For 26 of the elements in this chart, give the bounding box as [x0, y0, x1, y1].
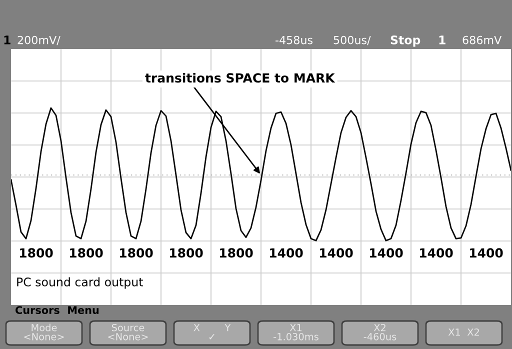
text: 500us/ — [334, 36, 371, 46]
text: 1400 — [370, 248, 403, 258]
text: transitions SPACE to MARK — [145, 72, 336, 83]
text: X1 -1.030ms — [274, 324, 318, 340]
text: 1 — [439, 36, 446, 44]
text: 1800 — [20, 248, 53, 258]
text: 686mV — [462, 36, 502, 44]
text: Stop — [390, 35, 420, 47]
text: 1400 — [420, 248, 453, 258]
text: PC sound card output — [17, 277, 143, 289]
text: 1 — [4, 36, 10, 44]
text: Mode <None> — [24, 324, 64, 340]
text: 1800 — [170, 248, 203, 258]
text: 1400 — [270, 248, 303, 258]
source-note: Source <None> — [108, 324, 148, 340]
text: 1400 — [320, 248, 353, 258]
text: X Y ✓ — [194, 324, 231, 340]
text: Cursors Menu — [16, 306, 99, 314]
text: 1800 — [120, 248, 153, 258]
text: 1800 — [70, 248, 103, 258]
text: -458us — [276, 36, 313, 44]
text: X2 -460us — [364, 324, 396, 340]
text: 200mV/ — [18, 36, 60, 46]
text: X1 X2 — [448, 328, 479, 336]
text: 1400 — [470, 248, 503, 258]
text: 1800 — [220, 248, 253, 258]
